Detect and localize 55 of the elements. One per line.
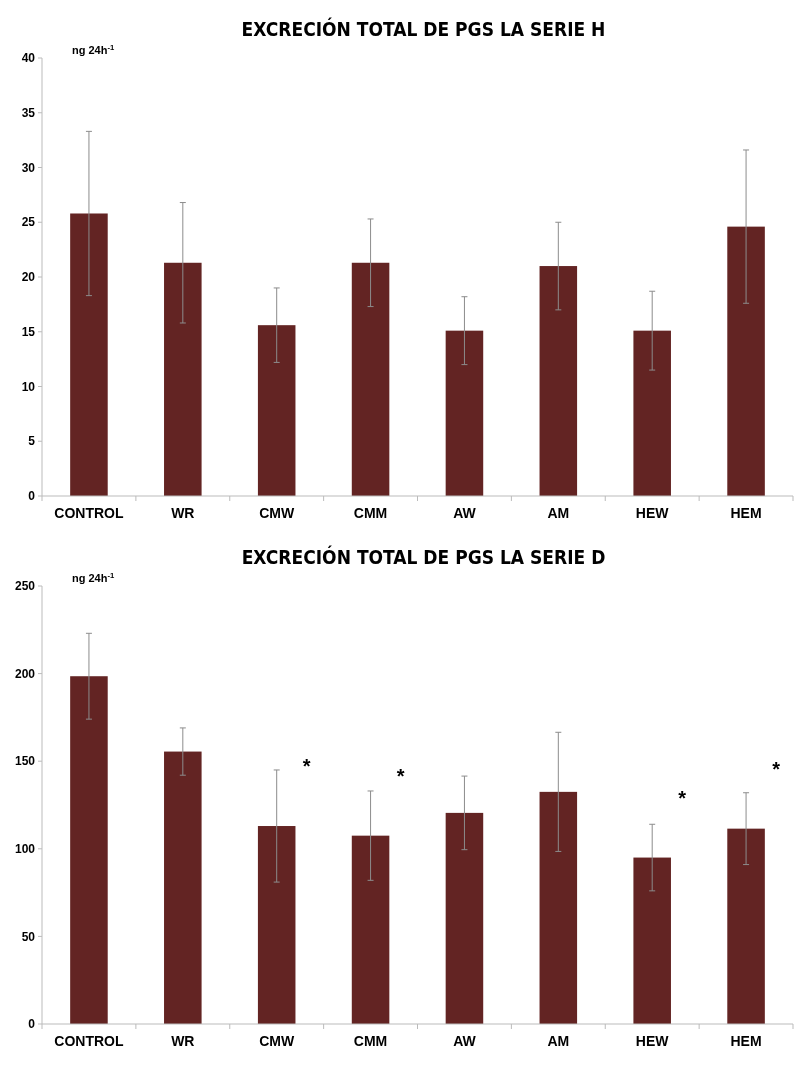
y-tick-label: 250 [14, 579, 36, 594]
x-tick-label: WR [171, 505, 195, 521]
y-tick-label: 40 [21, 51, 36, 66]
bar [351, 262, 390, 496]
bar [257, 325, 296, 496]
bar [633, 857, 671, 1024]
x-tick-label: CMM [353, 1033, 388, 1049]
y-tick-label: 0 [28, 489, 36, 504]
bar [257, 826, 296, 1024]
bar [70, 676, 108, 1024]
y-axis-title: ng 24h$^{-1}$ [72, 570, 116, 584]
y-tick-label: 25 [21, 215, 36, 230]
annotation: * [396, 764, 405, 787]
x-tick-label: WR [171, 1033, 195, 1049]
x-tick-label: HEW [635, 1033, 670, 1049]
y-tick-label: 50 [21, 929, 36, 944]
x-tick-label: CMW [259, 505, 295, 521]
bar [164, 751, 202, 1024]
x-tick-label: CMM [353, 505, 388, 521]
x-tick-label: AW [453, 505, 477, 521]
y-axis-title: ng 24h$^{-1}$ [72, 42, 116, 56]
bar [445, 812, 484, 1024]
x-tick-label: HEM [730, 1033, 762, 1049]
bar [633, 330, 671, 496]
y-tick-label: 35 [21, 105, 36, 120]
y-tick-label: 5 [28, 434, 36, 449]
annotation: * [678, 786, 687, 809]
y-tick-label: 200 [14, 666, 36, 681]
x-tick-label: CMW [259, 1033, 295, 1049]
x-tick-label: HEM [730, 505, 762, 521]
y-tick-label: 100 [14, 842, 36, 856]
bar [727, 828, 765, 1024]
y-tick-label: 15 [21, 324, 36, 339]
x-tick-label: HEW [635, 505, 670, 521]
x-tick-label: AW [453, 1033, 477, 1049]
bar [445, 330, 484, 496]
bar [539, 791, 578, 1024]
x-tick-label: AM [547, 1033, 570, 1049]
bar [351, 835, 390, 1024]
bar [539, 266, 578, 496]
bar [164, 262, 202, 496]
bar [727, 226, 765, 496]
y-tick-label: 20 [21, 270, 36, 285]
y-tick-label: 30 [21, 160, 36, 175]
annotation: * [302, 755, 311, 778]
y-tick-label: 10 [21, 379, 36, 394]
chart-title: EXCRECIÓN TOTAL DE PGS LA SERIE H [241, 17, 606, 40]
chart-title: EXCRECIÓN TOTAL DE PGS LA SERIE D [241, 545, 606, 568]
x-tick-label: AM [547, 505, 570, 521]
x-tick-label: CONTROL [54, 505, 124, 521]
x-tick-label: CONTROL [54, 1033, 124, 1049]
y-tick-label: 0 [28, 1017, 36, 1032]
y-tick-label: 150 [14, 754, 36, 769]
annotation: * [772, 757, 781, 780]
bar [70, 213, 108, 496]
